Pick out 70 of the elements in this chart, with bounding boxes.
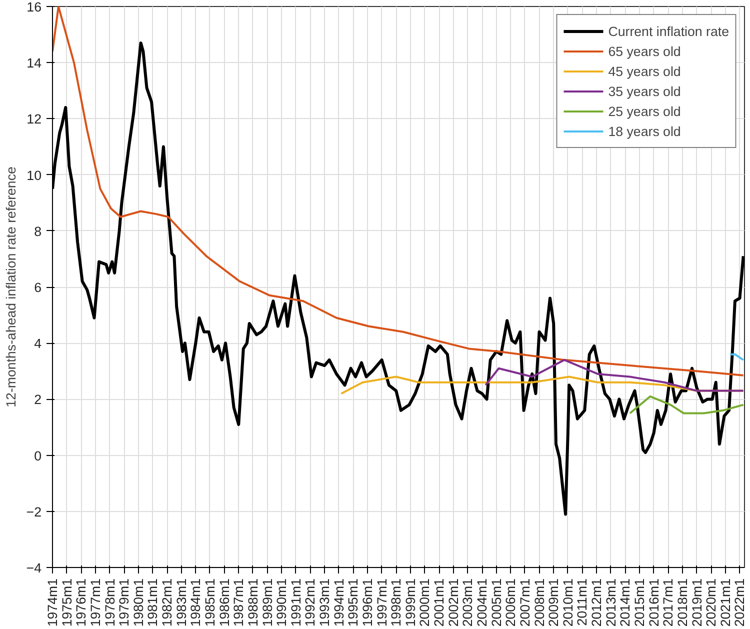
x-tick-label: 1984m1 xyxy=(188,578,204,627)
x-tick-label: 1999m1 xyxy=(402,578,418,627)
y-tick-label: 4 xyxy=(34,336,42,352)
x-tick-label: 2009m1 xyxy=(546,578,562,627)
x-tick-label: 1976m1 xyxy=(74,578,89,627)
x-tick-label: 1996m1 xyxy=(360,578,375,627)
y-tick-label: 10 xyxy=(26,168,42,183)
y-tick-label: 2 xyxy=(34,392,42,408)
y-tick-label: 6 xyxy=(34,280,42,295)
x-tick-label: 1988m1 xyxy=(245,578,260,627)
x-tick-label: 1991m1 xyxy=(288,578,304,627)
x-tick-label: 2020m1 xyxy=(704,578,719,627)
x-tick-label: 1987m1 xyxy=(231,578,246,627)
y-tick-label: −2 xyxy=(26,504,42,520)
legend-label: 45 years old xyxy=(608,64,681,78)
x-tick-label: 2001m1 xyxy=(432,578,447,627)
x-tick-label: 1986m1 xyxy=(216,578,232,627)
x-tick-label: 2022m1 xyxy=(732,578,748,627)
x-tick-label: 2016m1 xyxy=(646,578,662,627)
y-tick-label: 8 xyxy=(34,224,42,239)
x-tick-label: 2007m1 xyxy=(517,578,532,627)
line-series xyxy=(52,6,744,376)
x-tick-label: 1982m1 xyxy=(160,578,175,627)
x-tick-label: 2010m1 xyxy=(560,578,576,627)
legend-label: 25 years old xyxy=(608,104,681,118)
y-tick-label: 0 xyxy=(34,448,42,464)
y-tick-label: −4 xyxy=(26,560,42,576)
line-series xyxy=(628,395,744,414)
legend-label: Current inflation rate xyxy=(608,24,729,38)
x-tick-label: 1998m1 xyxy=(388,578,404,627)
x-tick-label: 1989m1 xyxy=(260,578,275,627)
x-tick-label: 1994m1 xyxy=(331,578,346,627)
x-tick-label: 2005m1 xyxy=(488,578,504,627)
x-tick-label: 1997m1 xyxy=(374,578,390,627)
x-tick-label: 2003m1 xyxy=(460,578,476,627)
x-tick-label: 1980m1 xyxy=(130,578,146,627)
x-tick-label: 2004m1 xyxy=(474,578,490,627)
x-tick-label: 1979m1 xyxy=(116,578,132,627)
legend-label: 65 years old xyxy=(608,44,681,58)
x-tick-label: 1990m1 xyxy=(274,578,290,627)
x-tick-label: 2012m1 xyxy=(589,578,604,627)
x-tick-label: 1981m1 xyxy=(145,578,160,627)
x-tick-label: 2018m1 xyxy=(674,578,690,627)
x-tick-label: 2013m1 xyxy=(603,578,618,627)
x-tick-label: 1974m1 xyxy=(45,578,60,627)
line-series xyxy=(484,358,744,392)
legend-label: 18 years old xyxy=(608,124,681,138)
x-tick-label: 2017m1 xyxy=(660,578,676,627)
x-tick-label: 1983m1 xyxy=(174,578,189,627)
x-tick-label: 2002m1 xyxy=(446,578,461,627)
x-tick-label: 1993m1 xyxy=(317,578,332,627)
y-axis-title: 12-months-ahead inflation rate reference xyxy=(3,166,18,408)
x-tick-label: 2008m1 xyxy=(532,578,547,627)
x-tick-label: 1978m1 xyxy=(102,578,118,627)
x-tick-label: 2014m1 xyxy=(618,578,633,627)
x-tick-label: 1985m1 xyxy=(202,578,218,627)
x-tick-label: 2021m1 xyxy=(718,578,733,627)
x-tick-label: 2006m1 xyxy=(503,578,518,627)
x-tick-label: 2015m1 xyxy=(632,578,648,627)
x-tick-label: 2000m1 xyxy=(417,578,432,627)
x-tick-label: 1992m1 xyxy=(302,578,318,627)
y-tick-label: 12 xyxy=(26,112,42,127)
x-tick-label: 2011m1 xyxy=(574,578,590,626)
legend-label: 35 years old xyxy=(608,84,681,98)
y-tick-label: 14 xyxy=(26,56,42,71)
x-tick-label: 1995m1 xyxy=(346,578,361,627)
x-tick-label: 1977m1 xyxy=(88,578,103,627)
y-tick-label: 16 xyxy=(26,0,42,14)
x-tick-label: 2019m1 xyxy=(689,578,704,627)
x-tick-label: 1975m1 xyxy=(59,578,74,627)
